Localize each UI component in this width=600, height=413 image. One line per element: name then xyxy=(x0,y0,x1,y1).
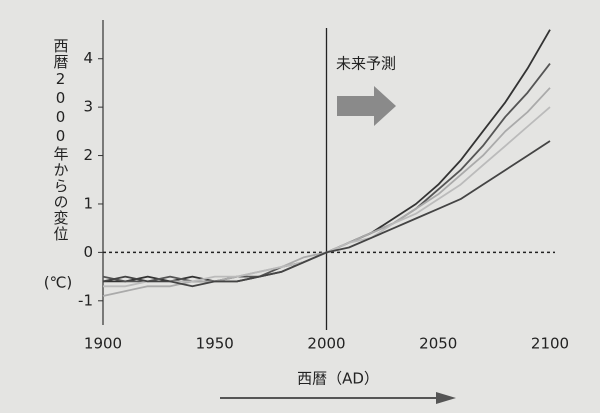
x-tick-label: 2000 xyxy=(307,335,345,353)
y-tick-label: 2 xyxy=(83,146,93,164)
x-arrow-head xyxy=(436,392,456,404)
y-tick-label: 3 xyxy=(83,98,93,116)
x-tick-label: 2100 xyxy=(531,335,569,353)
annotation: 未来予測 xyxy=(336,55,396,73)
y-tick-label: 0 xyxy=(83,243,93,261)
x-tick-label: 1900 xyxy=(84,335,122,353)
x-tick-label: 2050 xyxy=(419,335,457,353)
y-tick-label: 1 xyxy=(83,194,93,212)
series-line xyxy=(102,140,551,288)
y-axis-label: 西暦2000年からの変位 xyxy=(52,38,70,242)
x-axis-label: 西暦（AD） xyxy=(297,370,379,388)
y-tick-label: 4 xyxy=(83,49,93,67)
y-axis-unit: (℃) xyxy=(44,274,73,292)
future-arrow xyxy=(337,86,396,126)
x-tick-label: 1950 xyxy=(196,335,234,353)
y-tick-label: -1 xyxy=(78,291,93,309)
